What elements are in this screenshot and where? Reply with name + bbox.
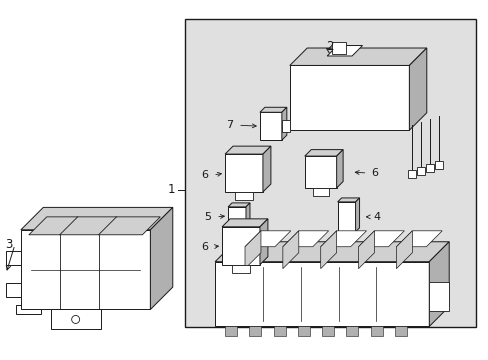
Bar: [273, 327, 285, 336]
Polygon shape: [51, 310, 101, 329]
Polygon shape: [215, 262, 428, 327]
Polygon shape: [235, 192, 252, 200]
Bar: [297, 327, 309, 336]
Polygon shape: [224, 146, 270, 154]
FancyBboxPatch shape: [185, 19, 475, 328]
Polygon shape: [224, 154, 263, 192]
Polygon shape: [358, 231, 404, 247]
Polygon shape: [312, 188, 328, 196]
Bar: [434, 161, 442, 169]
Bar: [407, 170, 415, 178]
Bar: [394, 327, 406, 336]
Polygon shape: [320, 231, 336, 269]
Polygon shape: [227, 207, 245, 225]
Text: 2: 2: [325, 40, 333, 53]
Polygon shape: [396, 231, 411, 269]
Polygon shape: [6, 251, 21, 265]
Polygon shape: [281, 107, 286, 140]
Polygon shape: [244, 231, 290, 247]
Polygon shape: [408, 48, 426, 130]
Polygon shape: [21, 207, 172, 230]
Polygon shape: [150, 207, 172, 310]
Text: 7: 7: [226, 120, 233, 130]
Polygon shape: [245, 203, 249, 225]
Polygon shape: [358, 231, 374, 269]
Polygon shape: [289, 48, 426, 66]
Bar: [331, 42, 346, 54]
Polygon shape: [6, 283, 21, 297]
Text: 6: 6: [201, 242, 208, 252]
Polygon shape: [16, 305, 41, 315]
Bar: [416, 167, 425, 175]
Polygon shape: [244, 231, 261, 269]
Polygon shape: [282, 231, 328, 247]
Bar: [224, 327, 237, 336]
Polygon shape: [337, 198, 359, 202]
Polygon shape: [222, 219, 267, 227]
Polygon shape: [304, 150, 343, 156]
Text: 1: 1: [167, 184, 175, 197]
Polygon shape: [355, 198, 359, 232]
Polygon shape: [222, 227, 260, 265]
Polygon shape: [304, 156, 336, 188]
Polygon shape: [227, 203, 249, 207]
Text: 4: 4: [373, 212, 380, 222]
Polygon shape: [260, 219, 267, 265]
Circle shape: [72, 315, 80, 323]
Bar: [426, 164, 433, 172]
Polygon shape: [337, 202, 355, 232]
Text: 3: 3: [5, 238, 13, 251]
Polygon shape: [428, 282, 448, 311]
Polygon shape: [320, 231, 366, 247]
Polygon shape: [29, 217, 160, 235]
Text: 6: 6: [370, 168, 377, 178]
Bar: [249, 327, 261, 336]
Polygon shape: [336, 150, 343, 188]
Polygon shape: [232, 265, 249, 273]
Polygon shape: [396, 231, 441, 247]
Bar: [346, 327, 358, 336]
Polygon shape: [263, 146, 270, 192]
Polygon shape: [215, 242, 448, 262]
Text: 6: 6: [201, 170, 208, 180]
Polygon shape: [21, 230, 150, 310]
Polygon shape: [326, 45, 362, 56]
Bar: [370, 327, 382, 336]
Polygon shape: [281, 120, 289, 132]
Bar: [322, 327, 333, 336]
Polygon shape: [260, 107, 286, 112]
Polygon shape: [282, 231, 298, 269]
Polygon shape: [260, 112, 281, 140]
Text: 5: 5: [204, 212, 211, 222]
Polygon shape: [428, 242, 448, 327]
Polygon shape: [289, 66, 408, 130]
